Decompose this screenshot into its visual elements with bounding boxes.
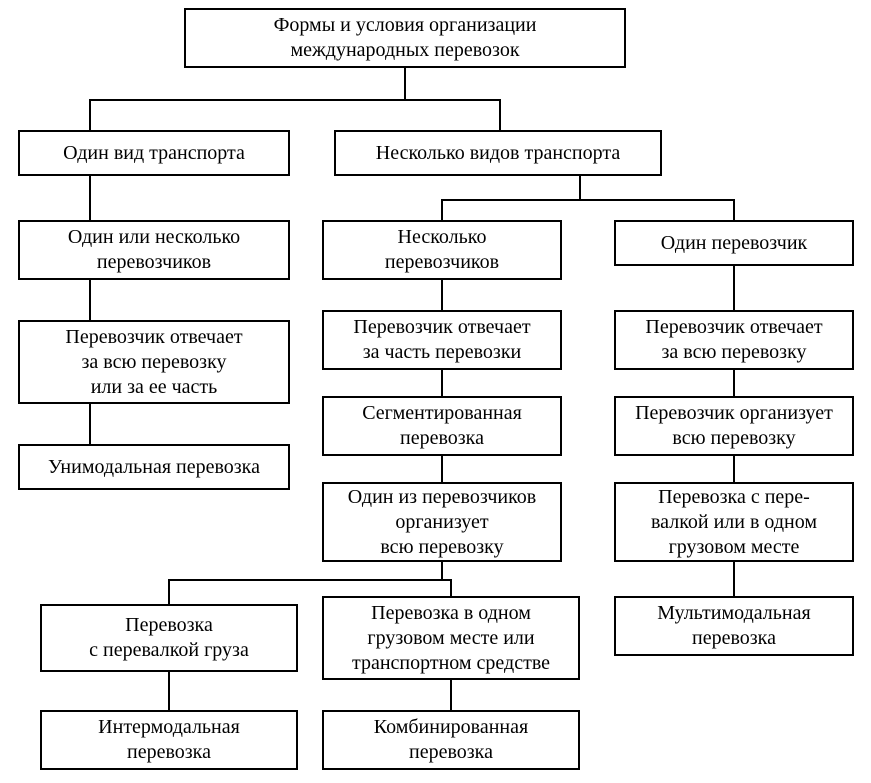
node-n_c4: Перевозка с пере- валкой или в одном гру… — [614, 482, 854, 562]
node-label: Перевозчик отвечает за всю перевозку или… — [65, 325, 242, 400]
node-label: Комбинированная перевозка — [374, 715, 528, 765]
node-n_b1: Несколько перевозчиков — [322, 220, 562, 280]
node-label: Сегментированная перевозка — [362, 401, 522, 451]
node-n_d4: Комбинированная перевозка — [322, 710, 580, 770]
node-label: Один перевозчик — [661, 231, 808, 256]
node-n_a3: Унимодальная перевозка — [18, 444, 290, 490]
node-n_single: Один вид транспорта — [18, 130, 290, 176]
node-label: Один или несколько перевозчиков — [68, 225, 240, 275]
node-label: Один вид транспорта — [63, 141, 245, 166]
node-n_c3: Перевозчик организует всю перевозку — [614, 396, 854, 456]
node-label: Перевозка с перевалкой груза — [89, 613, 249, 663]
node-n_d3: Интермодальная перевозка — [40, 710, 298, 770]
edge-0 — [90, 68, 405, 130]
node-label: Несколько видов транспорта — [376, 141, 620, 166]
node-n_a1: Один или несколько перевозчиков — [18, 220, 290, 280]
node-n_d1: Перевозка с перевалкой груза — [40, 604, 298, 672]
node-n_a2: Перевозчик отвечает за всю перевозку или… — [18, 320, 290, 404]
node-label: Мультимодальная перевозка — [657, 601, 810, 651]
node-n_d2: Перевозка в одном грузовом месте или тра… — [322, 596, 580, 680]
node-n_c5: Мультимодальная перевозка — [614, 596, 854, 656]
edge-6 — [580, 176, 734, 220]
node-n_c2: Перевозчик отвечает за всю перевозку — [614, 310, 854, 370]
flowchart-canvas: Формы и условия организации международны… — [0, 0, 871, 783]
node-label: Один из перевозчиков организует всю пере… — [348, 485, 537, 560]
node-n_b3: Сегментированная перевозка — [322, 396, 562, 456]
node-n_b4: Один из перевозчиков организует всю пере… — [322, 482, 562, 562]
node-label: Унимодальная перевозка — [48, 455, 260, 480]
node-label: Перевозка в одном грузовом месте или тра… — [352, 601, 550, 676]
edge-15 — [442, 562, 451, 596]
node-label: Перевозчик отвечает за всю перевозку — [645, 315, 822, 365]
node-label: Перевозчик отвечает за часть перевозки — [353, 315, 530, 365]
node-label: Несколько перевозчиков — [385, 225, 499, 275]
node-label: Перевозка с пере- валкой или в одном гру… — [651, 485, 817, 560]
node-label: Интермодальная перевозка — [98, 715, 240, 765]
edge-5 — [442, 176, 580, 220]
edge-1 — [405, 68, 500, 130]
node-root: Формы и условия организации международны… — [184, 8, 626, 68]
node-label: Формы и условия организации международны… — [274, 13, 537, 63]
node-label: Перевозчик организует всю перевозку — [635, 401, 833, 451]
node-n_c1: Один перевозчик — [614, 220, 854, 266]
node-n_multi: Несколько видов транспорта — [334, 130, 662, 176]
node-n_b2: Перевозчик отвечает за часть перевозки — [322, 310, 562, 370]
